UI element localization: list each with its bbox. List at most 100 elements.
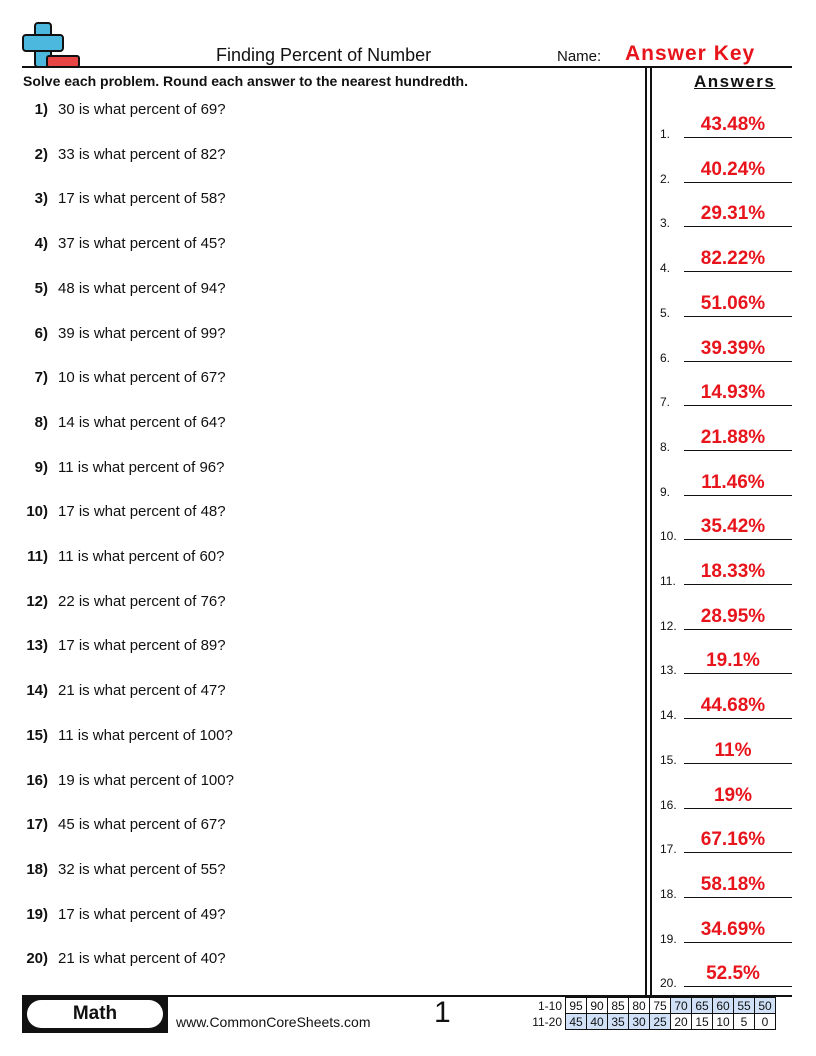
answer-value: 35.42%	[700, 516, 766, 538]
problem-text: 14 is what percent of 64?	[58, 413, 226, 431]
problem-item: 8) 14 is what percent of 64?	[22, 414, 226, 431]
answer-item: 3. 29.31%	[660, 201, 792, 230]
answer-item: 11. 18.33%	[660, 559, 792, 588]
answer-value: 11%	[714, 739, 752, 761]
score-cell: 45	[565, 1013, 587, 1030]
answer-number: 14.	[660, 708, 677, 723]
score-cell: 50	[754, 997, 776, 1014]
problem-number: 14)	[26, 682, 48, 700]
problem-item: 13) 17 is what percent of 89?	[22, 637, 225, 655]
answer-line	[684, 628, 792, 630]
score-cell: 40	[586, 1013, 608, 1030]
problem-text: 37 is what percent of 45?	[58, 235, 226, 253]
name-value: Answer Key	[625, 42, 756, 65]
problem-item: 4) 37 is what percent of 45?	[22, 235, 226, 252]
answer-item: 15. 11%	[660, 738, 792, 767]
column-divider	[645, 68, 647, 996]
problem-text: 11 is what percent of 100?	[58, 726, 233, 744]
answer-number: 18.	[660, 886, 677, 901]
score-cell: 85	[607, 997, 629, 1014]
page-number: 1	[434, 996, 451, 1029]
answer-line	[684, 181, 792, 183]
problem-number: 6)	[34, 324, 48, 342]
problem-item: 17) 45 is what percent of 67?	[22, 816, 226, 834]
problem-item: 12) 22 is what percent of 76?	[22, 592, 226, 610]
problem-item: 15) 11 is what percent of 100?	[22, 727, 233, 744]
answer-item: 16. 19%	[660, 783, 792, 812]
score-cell: 30	[628, 1013, 650, 1030]
answer-value: 67.16%	[700, 829, 766, 851]
answer-item: 9. 11.46%	[660, 470, 792, 499]
answer-number: 17.	[660, 842, 677, 857]
answer-item: 7. 14.93%	[660, 380, 792, 410]
problem-item: 16) 19 is what percent of 100?	[22, 772, 234, 789]
score-cell: 25	[649, 1013, 671, 1030]
problem-number: 13)	[26, 637, 48, 655]
problem-number: 1)	[34, 101, 48, 118]
problem-number: 16)	[26, 771, 48, 789]
instructions: Solve each problem. Round each answer to…	[23, 73, 468, 89]
answer-number: 12.	[660, 618, 677, 633]
problem-number: 15)	[26, 726, 48, 744]
answer-value: 34.69%	[700, 918, 766, 940]
problem-number: 8)	[34, 413, 48, 431]
answer-value: 14.93%	[700, 382, 766, 404]
score-row-label: 1-10	[537, 998, 562, 1013]
answer-number: 16.	[660, 797, 677, 812]
score-cell: 75	[649, 997, 671, 1014]
answer-number: 13.	[660, 663, 677, 678]
score-row: 1-10 95 90 85 80 75 70 65 60 55 50	[528, 997, 776, 1014]
problem-item: 18) 32 is what percent of 55?	[22, 861, 225, 878]
answer-number: 5.	[660, 305, 671, 320]
answer-value: 44.68%	[700, 695, 766, 717]
problem-text: 17 is what percent of 58?	[58, 190, 226, 208]
problem-text: 19 is what percent of 100?	[58, 771, 234, 789]
problem-item: 11) 11 is what percent of 60?	[22, 548, 225, 565]
answer-value: 21.88%	[700, 426, 766, 448]
answer-line	[684, 360, 792, 362]
answer-number: 11.	[660, 574, 676, 588]
answer-item: 6. 39.39%	[660, 336, 792, 365]
problem-text: 21 is what percent of 47?	[58, 682, 226, 700]
problem-text: 45 is what percent of 67?	[58, 816, 226, 834]
problem-text: 11 is what percent of 96?	[58, 458, 225, 476]
answer-value: 43.48%	[700, 114, 766, 135]
answer-item: 12. 28.95%	[660, 604, 792, 633]
answer-line	[684, 449, 792, 451]
answer-item: 18. 58.18%	[660, 872, 792, 901]
problem-item: 1) 30 is what percent of 69?	[22, 101, 226, 118]
answer-number: 1.	[660, 127, 671, 141]
answer-value: 39.39%	[700, 337, 766, 359]
answer-line	[684, 673, 792, 675]
problem-number: 10)	[26, 503, 48, 521]
answer-number: 7.	[660, 395, 671, 410]
answer-value: 19.1%	[706, 650, 760, 672]
answer-item: 8. 21.88%	[660, 425, 792, 454]
problem-text: 30 is what percent of 69?	[58, 101, 226, 118]
answer-value: 19%	[713, 784, 753, 806]
problem-number: 2)	[34, 145, 48, 163]
answer-line	[684, 941, 792, 943]
column-divider	[650, 68, 652, 996]
problem-text: 48 is what percent of 94?	[58, 279, 226, 297]
problem-item: 14) 21 is what percent of 47?	[22, 682, 226, 700]
answer-item: 10. 35.42%	[660, 514, 792, 544]
problem-item: 19) 17 is what percent of 49?	[22, 906, 225, 923]
answer-line	[684, 405, 792, 407]
answer-item: 13. 19.1%	[660, 648, 792, 678]
answer-item: 5. 51.06%	[660, 291, 792, 320]
problem-text: 11 is what percent of 60?	[58, 548, 225, 565]
answer-item: 4. 82.22%	[660, 246, 792, 275]
answer-line	[684, 584, 792, 585]
answer-item: 2. 40.24%	[660, 157, 792, 186]
answer-number: 2.	[660, 171, 671, 186]
answer-value: 11.46%	[701, 471, 765, 493]
problem-text: 22 is what percent of 76?	[58, 592, 226, 610]
score-cell: 60	[712, 997, 734, 1014]
score-cell: 10	[712, 1013, 734, 1030]
answer-number: 10.	[660, 529, 677, 544]
problem-number: 7)	[34, 369, 48, 387]
problem-number: 17)	[26, 816, 48, 834]
website-link[interactable]: www.CommonCoreSheets.com	[176, 1014, 371, 1030]
